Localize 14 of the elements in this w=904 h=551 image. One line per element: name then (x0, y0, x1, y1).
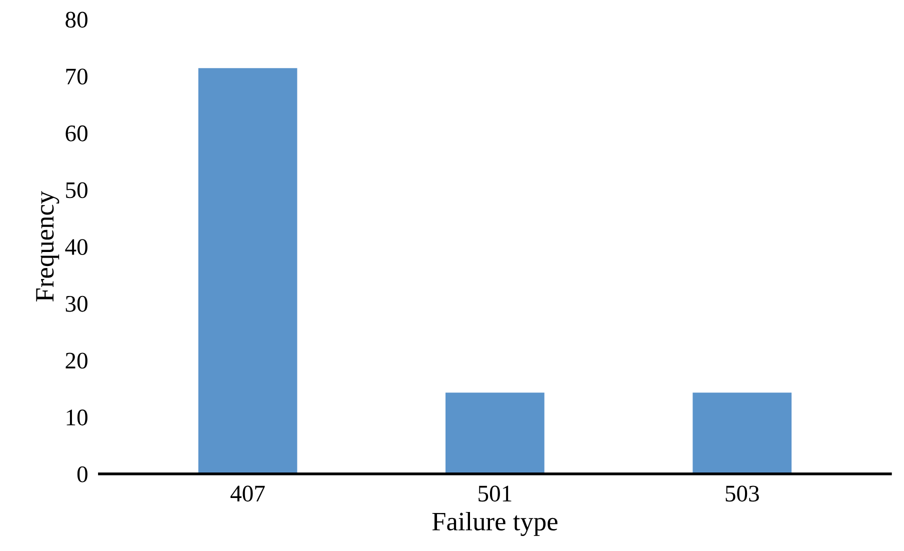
y-tick-label: 20 (66, 352, 88, 369)
x-tick-label: 407 (230, 486, 265, 502)
x-axis-title: Failure type (432, 512, 558, 536)
y-tick-label: 70 (66, 68, 88, 85)
y-tick-label: 60 (66, 125, 88, 142)
x-tick-label: 503 (726, 486, 759, 502)
y-tick-label: 10 (66, 410, 88, 426)
y-axis-title: Frequency (36, 190, 60, 302)
y-tick-label: 80 (66, 12, 88, 28)
y-tick-label: 30 (66, 296, 88, 312)
x-tick-label: 501 (478, 486, 512, 502)
y-tick-label: 40 (65, 239, 88, 255)
y-tick-label: 50 (66, 182, 88, 198)
y-tick-label: 0 (77, 466, 88, 482)
